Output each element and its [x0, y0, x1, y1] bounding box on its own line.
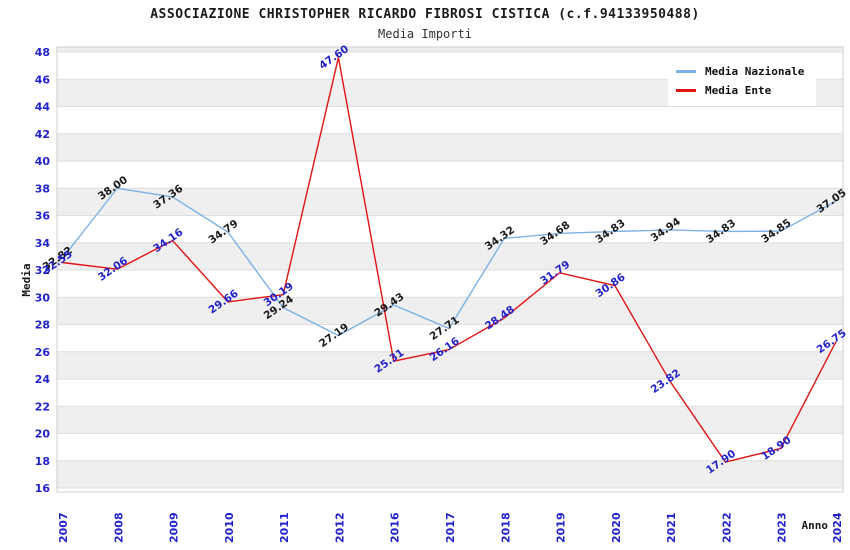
y-tick-label: 46	[35, 73, 51, 86]
plot-band	[57, 133, 843, 161]
chart-title: ASSOCIAZIONE CHRISTOPHER RICARDO FIBROSI…	[150, 7, 700, 22]
y-tick-label: 24	[35, 373, 51, 386]
x-tick-label: 2012	[333, 512, 346, 543]
legend: Media Nazionale Media Ente	[668, 57, 816, 106]
y-tick-label: 42	[35, 128, 50, 141]
legend-item-media-ente: Media Ente	[676, 81, 808, 100]
y-tick-label: 34	[35, 237, 51, 250]
y-tick-label: 30	[35, 291, 51, 304]
x-tick-label: 2019	[555, 512, 568, 543]
y-tick-label: 22	[35, 400, 50, 413]
y-tick-label: 38	[35, 182, 50, 195]
data-label: 27.19	[317, 321, 351, 350]
x-tick-label: 2016	[389, 512, 402, 543]
series-line-media-ente	[61, 56, 837, 463]
chart-subtitle: Media Importi	[378, 27, 472, 41]
plot-band	[57, 460, 843, 488]
plot-band	[57, 297, 843, 325]
y-tick-label: 26	[35, 346, 51, 359]
legend-label-media-ente: Media Ente	[705, 84, 772, 97]
plot-border	[56, 46, 844, 493]
y-tick-label: 36	[35, 210, 51, 223]
data-label: 30.86	[593, 271, 627, 300]
y-tick-label: 18	[35, 455, 50, 468]
data-label: 34.85	[759, 217, 793, 246]
plot-band	[57, 351, 843, 379]
y-tick-label: 20	[35, 428, 51, 441]
plot-band	[57, 406, 843, 434]
x-tick-label: 2008	[112, 512, 125, 543]
x-tick-label: 2011	[278, 512, 291, 543]
plot-band	[57, 188, 843, 216]
y-tick-label: 16	[35, 482, 51, 495]
legend-label-media-nazionale: Media Nazionale	[705, 65, 805, 78]
y-tick-label: 40	[35, 155, 51, 168]
x-tick-label: 2020	[610, 512, 623, 543]
x-tick-label: 2017	[444, 512, 457, 543]
x-tick-label: 2021	[665, 512, 678, 543]
x-tick-label: 2023	[776, 512, 789, 543]
data-label: 18.90	[759, 434, 793, 463]
plot-band	[57, 47, 843, 52]
y-tick-label: 44	[35, 101, 51, 114]
plot-band	[57, 242, 843, 270]
x-tick-label: 2022	[720, 512, 733, 543]
x-axis-title: Anno	[802, 519, 829, 532]
series-line-media-nazionale	[61, 187, 837, 337]
legend-item-media-nazionale: Media Nazionale	[676, 62, 808, 81]
y-tick-label: 32	[35, 264, 50, 277]
y-tick-label: 48	[35, 46, 50, 59]
x-tick-label: 2024	[831, 512, 844, 543]
x-tick-label: 2009	[168, 512, 181, 543]
y-tick-label: 28	[35, 319, 50, 332]
x-tick-label: 2010	[223, 512, 236, 543]
legend-swatch-media-ente	[676, 89, 696, 92]
x-tick-label: 2018	[499, 512, 512, 543]
y-axis-title: Media	[20, 263, 33, 296]
x-tick-label: 2007	[57, 512, 70, 543]
legend-swatch-media-nazionale	[676, 70, 696, 73]
